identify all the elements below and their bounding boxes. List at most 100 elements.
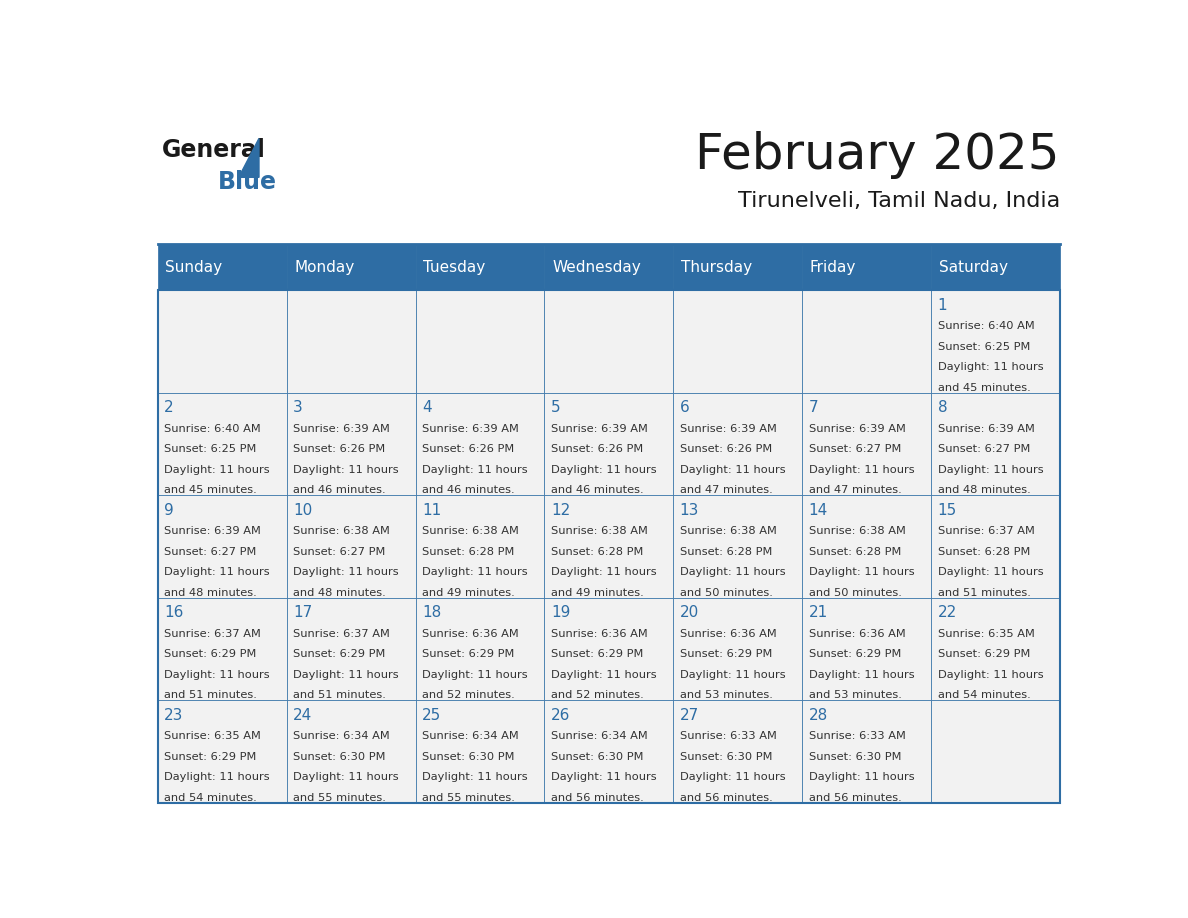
Text: Sunset: 6:30 PM: Sunset: 6:30 PM [293,752,386,762]
Bar [931,496,1060,598]
Polygon shape [239,139,259,177]
Text: 6: 6 [680,400,689,415]
Text: and 46 minutes.: and 46 minutes. [293,485,386,495]
Text: 25: 25 [422,708,441,722]
Text: Sunrise: 6:38 AM: Sunrise: 6:38 AM [809,526,905,536]
Text: Sunset: 6:25 PM: Sunset: 6:25 PM [164,444,257,454]
Text: Sunrise: 6:40 AM: Sunrise: 6:40 AM [164,423,261,433]
Text: Wednesday: Wednesday [552,260,640,274]
Bar [158,598,286,700]
Text: Sunrise: 6:36 AM: Sunrise: 6:36 AM [422,629,519,639]
Text: 28: 28 [809,708,828,722]
Text: Sunrise: 6:36 AM: Sunrise: 6:36 AM [680,629,777,639]
Text: Sunset: 6:30 PM: Sunset: 6:30 PM [809,752,902,762]
Bar [286,496,416,598]
Text: Sunrise: 6:36 AM: Sunrise: 6:36 AM [551,629,647,639]
Text: Sunrise: 6:34 AM: Sunrise: 6:34 AM [422,731,519,741]
Text: Daylight: 11 hours: Daylight: 11 hours [293,669,399,679]
Text: Sunrise: 6:39 AM: Sunrise: 6:39 AM [293,423,390,433]
Text: and 46 minutes.: and 46 minutes. [422,485,514,495]
Text: Daylight: 11 hours: Daylight: 11 hours [293,772,399,782]
Text: Sunrise: 6:39 AM: Sunrise: 6:39 AM [809,423,905,433]
Text: 15: 15 [937,502,956,518]
Bar [802,496,931,598]
Text: Sunset: 6:29 PM: Sunset: 6:29 PM [164,649,257,659]
Text: Sunset: 6:29 PM: Sunset: 6:29 PM [551,649,643,659]
Bar [802,598,931,700]
Text: Sunrise: 6:39 AM: Sunrise: 6:39 AM [422,423,519,433]
Text: Daylight: 11 hours: Daylight: 11 hours [680,567,785,577]
Text: Sunrise: 6:35 AM: Sunrise: 6:35 AM [937,629,1035,639]
Text: 1: 1 [937,297,947,313]
Bar [544,598,674,700]
Text: and 53 minutes.: and 53 minutes. [809,690,902,700]
Text: and 51 minutes.: and 51 minutes. [293,690,386,700]
Bar [416,496,544,598]
Text: 14: 14 [809,502,828,518]
Bar [931,244,1060,290]
Bar [286,700,416,803]
Text: Sunrise: 6:40 AM: Sunrise: 6:40 AM [937,321,1035,331]
Text: February 2025: February 2025 [695,131,1060,179]
Bar [544,244,674,290]
Text: and 48 minutes.: and 48 minutes. [293,588,386,598]
Text: Daylight: 11 hours: Daylight: 11 hours [164,465,270,475]
Text: and 48 minutes.: and 48 minutes. [164,588,257,598]
Text: and 45 minutes.: and 45 minutes. [164,485,257,495]
Text: Sunset: 6:29 PM: Sunset: 6:29 PM [164,752,257,762]
Text: Tirunelveli, Tamil Nadu, India: Tirunelveli, Tamil Nadu, India [738,192,1060,211]
Text: and 54 minutes.: and 54 minutes. [164,792,257,802]
Text: 27: 27 [680,708,699,722]
Bar [544,393,674,496]
Bar [931,290,1060,393]
Bar [544,496,674,598]
Text: 10: 10 [293,502,312,518]
Text: 17: 17 [293,605,312,620]
Text: Daylight: 11 hours: Daylight: 11 hours [551,772,657,782]
Text: Sunset: 6:30 PM: Sunset: 6:30 PM [551,752,644,762]
Text: Sunset: 6:29 PM: Sunset: 6:29 PM [422,649,514,659]
Text: Daylight: 11 hours: Daylight: 11 hours [937,465,1043,475]
Text: Sunrise: 6:37 AM: Sunrise: 6:37 AM [937,526,1035,536]
Text: 22: 22 [937,605,956,620]
Text: Sunset: 6:29 PM: Sunset: 6:29 PM [809,649,901,659]
Text: and 56 minutes.: and 56 minutes. [551,792,644,802]
Text: General: General [163,139,266,162]
Text: 18: 18 [422,605,441,620]
Text: Monday: Monday [295,260,354,274]
Text: Thursday: Thursday [681,260,752,274]
Text: Daylight: 11 hours: Daylight: 11 hours [809,669,915,679]
Text: Daylight: 11 hours: Daylight: 11 hours [937,567,1043,577]
Text: Blue: Blue [217,170,277,195]
Bar [544,700,674,803]
Bar [158,244,286,290]
Bar [158,393,286,496]
Text: Friday: Friday [810,260,857,274]
Text: Sunset: 6:28 PM: Sunset: 6:28 PM [422,546,514,556]
Text: Sunrise: 6:39 AM: Sunrise: 6:39 AM [937,423,1035,433]
Text: and 48 minutes.: and 48 minutes. [937,485,1030,495]
Bar [802,290,931,393]
Text: Sunrise: 6:38 AM: Sunrise: 6:38 AM [551,526,647,536]
Bar [674,290,802,393]
Text: Daylight: 11 hours: Daylight: 11 hours [422,567,527,577]
Bar [158,290,1060,803]
Text: Sunrise: 6:33 AM: Sunrise: 6:33 AM [680,731,777,741]
Text: and 50 minutes.: and 50 minutes. [809,588,902,598]
Text: Sunset: 6:28 PM: Sunset: 6:28 PM [680,546,772,556]
Text: Daylight: 11 hours: Daylight: 11 hours [422,465,527,475]
Text: Sunset: 6:30 PM: Sunset: 6:30 PM [422,752,514,762]
Bar [416,598,544,700]
Text: Sunday: Sunday [165,260,222,274]
Bar [931,700,1060,803]
Text: Sunset: 6:26 PM: Sunset: 6:26 PM [680,444,772,454]
Text: Sunset: 6:25 PM: Sunset: 6:25 PM [937,341,1030,352]
Text: Sunset: 6:26 PM: Sunset: 6:26 PM [551,444,643,454]
Bar [931,598,1060,700]
Text: Daylight: 11 hours: Daylight: 11 hours [293,567,399,577]
Text: Daylight: 11 hours: Daylight: 11 hours [551,669,657,679]
Text: Sunrise: 6:36 AM: Sunrise: 6:36 AM [809,629,905,639]
Text: and 47 minutes.: and 47 minutes. [809,485,902,495]
Text: and 51 minutes.: and 51 minutes. [937,588,1030,598]
Text: Sunrise: 6:38 AM: Sunrise: 6:38 AM [293,526,390,536]
